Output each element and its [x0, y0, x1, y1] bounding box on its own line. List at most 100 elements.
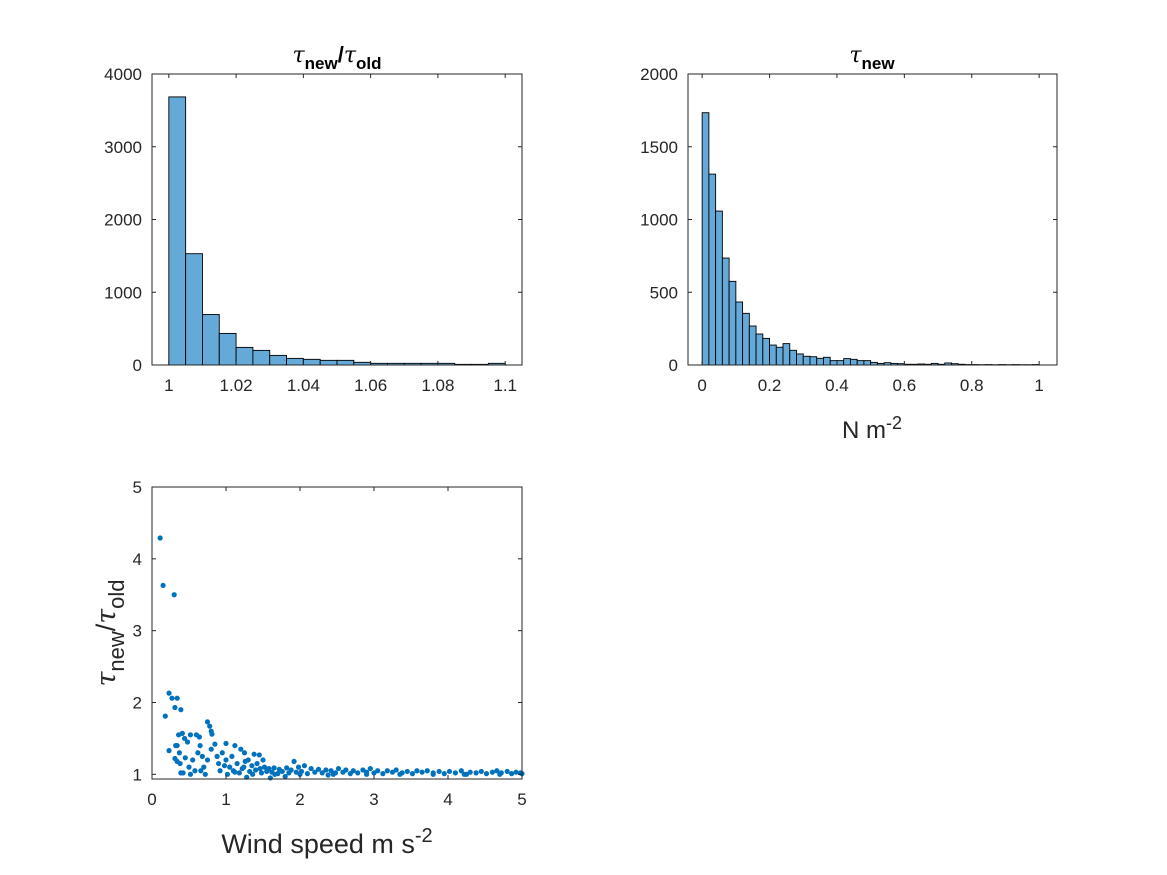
histogram-bar [735, 301, 744, 366]
scatter-point [282, 773, 288, 780]
scatter-point [179, 730, 185, 736]
scatter-point [212, 741, 218, 747]
histogram-bar [769, 344, 777, 366]
scatter-point [312, 769, 318, 775]
scatter-point [178, 707, 184, 713]
scatter-point [446, 768, 453, 775]
scatter-point [297, 771, 303, 777]
scatter-point [238, 746, 244, 752]
scatter-point [253, 767, 259, 773]
scatter-point [199, 753, 205, 759]
scatter-point [489, 769, 495, 775]
y-tick-label: 1 [133, 765, 142, 784]
scatter-point [192, 768, 198, 774]
y-tick-label: 0 [133, 356, 142, 375]
scatter-point [458, 768, 464, 774]
scatter-point [187, 771, 194, 777]
y-tick-label: 2000 [640, 65, 678, 84]
scatter-point [157, 535, 163, 541]
histogram-bar [302, 358, 321, 366]
scatter-point [162, 713, 168, 719]
scatter-point [223, 757, 229, 763]
x-tick-label: 1.08 [421, 376, 454, 395]
scatter-point [187, 732, 194, 738]
y-tick-label: 1000 [640, 211, 678, 230]
tau-new-histogram-axes: 0 0.2 0.4 0.6 0.8 1 0 500 1000 1500 2000 [640, 65, 1058, 395]
plot-background [152, 487, 522, 779]
scatter-point [249, 763, 255, 769]
scatter-point [198, 768, 204, 774]
scatter-point [236, 770, 242, 776]
scatter-point [350, 768, 356, 774]
axes-box [151, 486, 523, 780]
histogram-bar [782, 343, 791, 366]
scatter-point [256, 752, 262, 758]
histogram-bar [802, 355, 811, 366]
scatter-point [184, 739, 191, 745]
histogram-bar [202, 314, 220, 366]
y-tick-label: 5 [133, 478, 142, 497]
scatter-point [204, 719, 211, 725]
y-tick-label: 0 [669, 356, 678, 375]
scatter-point [304, 771, 310, 777]
scatter-point [301, 763, 308, 769]
scatter-point [291, 758, 297, 765]
histogram-bar [168, 96, 187, 366]
scatter-point [409, 771, 416, 777]
scatter-point [177, 760, 183, 767]
scatter-point [208, 746, 214, 752]
scatter-point [250, 771, 256, 777]
scatter-point [325, 772, 331, 778]
scatter-point [176, 750, 182, 756]
scatter-point [173, 742, 179, 749]
scatter-point [181, 735, 188, 742]
scatter-point [384, 768, 390, 774]
scatter-point [343, 767, 349, 773]
scatter-ylabel: τnew/τold [91, 579, 129, 686]
x-tick-label: 5 [517, 790, 526, 809]
scatter-point [375, 768, 381, 774]
scatter-point [219, 750, 225, 756]
x-tick-label: 1 [164, 376, 173, 395]
x-tick-label: 1 [221, 790, 230, 809]
histogram-bar [728, 280, 737, 366]
scatter-xlabel: Wind speed m s-2 [221, 825, 432, 859]
histogram-bar [816, 357, 824, 366]
y-tick-label: 500 [650, 283, 678, 302]
y-tick-label: 3 [133, 622, 142, 641]
scatter-point [216, 760, 222, 767]
scatter-point [221, 763, 228, 769]
histogram-bar [809, 356, 818, 366]
scatter-point [441, 771, 447, 777]
scatter-point [330, 771, 336, 777]
x-tick-label: 2 [295, 790, 304, 809]
histogram-bar [796, 353, 804, 366]
scatter-point [227, 764, 233, 770]
y-tick-label: 4000 [104, 65, 142, 84]
scatter-point [355, 770, 361, 776]
scatter-point [509, 771, 515, 777]
scatter-point [202, 771, 208, 777]
scatter-point [279, 768, 285, 775]
scatter-point [186, 764, 192, 770]
scatter-point [160, 582, 166, 589]
scatter-point [261, 764, 268, 770]
histogram-bar [252, 349, 271, 366]
scatter-point [207, 723, 213, 729]
x-tick-label: 0.2 [758, 376, 782, 395]
scatter-point [271, 765, 277, 771]
histogram-bar [701, 112, 710, 366]
x-tick-label: 4 [443, 790, 452, 809]
scatter-point [414, 768, 420, 774]
scatter-point [308, 765, 314, 772]
y-tick-label: 2 [133, 693, 142, 712]
scatter-point [171, 592, 177, 598]
histogram-bar [836, 360, 845, 366]
x-tick-label: 1.02 [220, 376, 253, 395]
scatter-point [195, 750, 201, 756]
histogram-bar [843, 358, 851, 366]
scatter-point [494, 768, 500, 774]
scatter-point [201, 764, 207, 770]
scatter-point [284, 765, 290, 771]
